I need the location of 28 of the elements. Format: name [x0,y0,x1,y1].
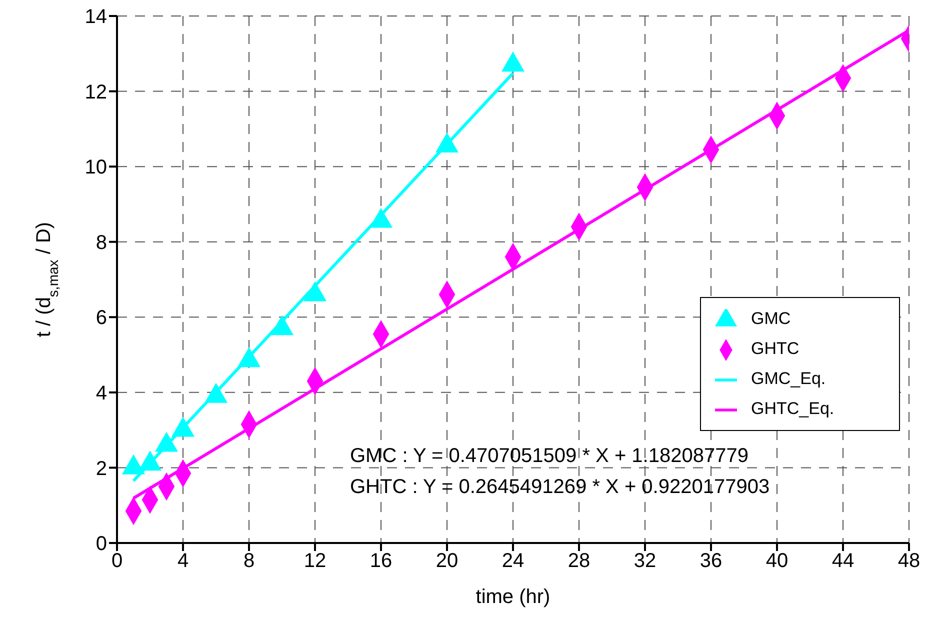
x-tick-label: 4 [177,550,189,572]
y-tick-label: 10 [84,156,107,179]
annotation: GHTC : Y = 0.2645491269 * X + 0.9220177903 [350,475,770,500]
x-tick-label: 32 [634,550,656,572]
legend-label: GHTC_Eq. [751,399,834,418]
legend-label: GHTC [751,339,800,358]
x-tick-label: 36 [700,550,722,572]
y-tick-label: 12 [84,81,107,104]
y-tick-label: 14 [84,6,107,28]
x-tick-label: 24 [502,550,524,572]
legend-label: GMC [751,309,791,328]
y-tick-label: 2 [96,458,107,480]
legend-label: GMC_Eq. [751,369,826,388]
x-tick-label: 8 [243,550,255,572]
x-axis-title: time (hr) [476,586,550,608]
x-tick-label: 20 [436,550,458,572]
x-tick-label: 16 [370,550,392,572]
x-tick-label: 48 [898,550,920,572]
y-tick-label: 4 [96,382,107,405]
y-tick-label: 6 [96,307,107,330]
y-tick-label: 8 [96,232,107,254]
x-tick-label: 44 [832,550,854,572]
x-tick-label: 12 [304,550,326,572]
x-tick-label: 0 [111,550,123,572]
y-tick-label: 0 [96,533,107,556]
x-tick-label: 40 [766,550,788,572]
x-tick-label: 28 [568,550,590,572]
annotation: GMC : Y = 0.4707051509 * X + 1.182087779 [350,444,750,469]
